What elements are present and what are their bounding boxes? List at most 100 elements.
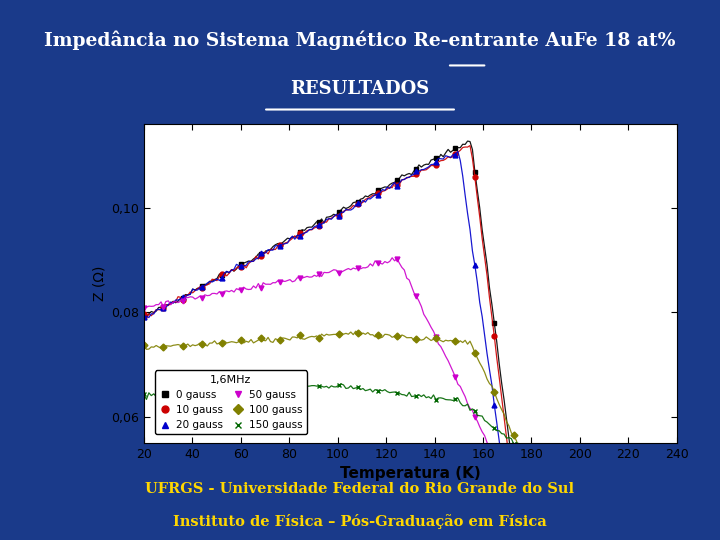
10 gauss xyxy=(549,459,557,465)
0 gauss xyxy=(665,462,674,468)
10 gauss xyxy=(588,461,596,468)
0 gauss xyxy=(276,241,284,248)
20 gauss xyxy=(217,275,226,281)
20 gauss xyxy=(159,305,168,311)
50 gauss xyxy=(529,456,538,462)
0 gauss xyxy=(471,168,480,175)
20 gauss xyxy=(490,402,499,408)
50 gauss xyxy=(451,374,460,380)
Line: 50 gauss: 50 gauss xyxy=(142,256,672,462)
50 gauss xyxy=(179,298,187,305)
50 gauss xyxy=(237,286,246,293)
20 gauss xyxy=(588,458,596,465)
100 gauss xyxy=(140,342,148,349)
10 gauss xyxy=(354,201,362,207)
100 gauss xyxy=(217,340,226,346)
150 gauss xyxy=(431,396,440,403)
100 gauss xyxy=(646,461,654,467)
0 gauss xyxy=(490,320,499,327)
100 gauss xyxy=(179,343,187,349)
20 gauss xyxy=(412,168,420,174)
100 gauss xyxy=(159,343,168,350)
150 gauss xyxy=(217,386,226,393)
Text: RESULTADOS: RESULTADOS xyxy=(290,80,430,98)
20 gauss xyxy=(276,243,284,249)
150 gauss xyxy=(140,392,148,398)
150 gauss xyxy=(237,388,246,394)
150 gauss xyxy=(295,383,304,389)
100 gauss xyxy=(198,341,207,348)
0 gauss xyxy=(198,283,207,289)
10 gauss xyxy=(529,462,538,468)
50 gauss xyxy=(510,454,518,460)
100 gauss xyxy=(588,461,596,468)
50 gauss xyxy=(334,270,343,276)
0 gauss xyxy=(431,154,440,161)
50 gauss xyxy=(471,414,480,420)
10 gauss xyxy=(607,462,616,469)
50 gauss xyxy=(490,454,499,461)
20 gauss xyxy=(237,263,246,269)
50 gauss xyxy=(412,293,420,300)
100 gauss xyxy=(568,461,577,467)
20 gauss xyxy=(549,463,557,469)
150 gauss xyxy=(646,464,654,471)
150 gauss xyxy=(276,386,284,393)
100 gauss xyxy=(451,338,460,344)
10 gauss xyxy=(315,222,323,229)
150 gauss xyxy=(510,441,518,448)
20 gauss xyxy=(256,250,265,256)
0 gauss xyxy=(529,462,538,468)
20 gauss xyxy=(354,200,362,207)
Line: 10 gauss: 10 gauss xyxy=(142,152,672,468)
0 gauss xyxy=(412,166,420,173)
20 gauss xyxy=(373,191,382,198)
10 gauss xyxy=(626,458,635,464)
20 gauss xyxy=(198,284,207,290)
20 gauss xyxy=(315,221,323,228)
Line: 100 gauss: 100 gauss xyxy=(142,331,672,467)
100 gauss xyxy=(237,337,246,343)
0 gauss xyxy=(237,260,246,267)
0 gauss xyxy=(354,199,362,205)
50 gauss xyxy=(646,454,654,461)
10 gauss xyxy=(217,271,226,277)
20 gauss xyxy=(568,460,577,467)
100 gauss xyxy=(315,335,323,341)
20 gauss xyxy=(510,460,518,467)
20 gauss xyxy=(140,314,148,320)
10 gauss xyxy=(646,459,654,465)
0 gauss xyxy=(588,461,596,467)
Y-axis label: Z (Ω): Z (Ω) xyxy=(93,266,107,301)
0 gauss xyxy=(315,219,323,226)
50 gauss xyxy=(256,285,265,292)
0 gauss xyxy=(451,145,460,151)
100 gauss xyxy=(431,335,440,342)
10 gauss xyxy=(256,253,265,260)
0 gauss xyxy=(217,272,226,279)
100 gauss xyxy=(412,335,420,342)
100 gauss xyxy=(607,461,616,467)
150 gauss xyxy=(451,396,460,402)
10 gauss xyxy=(431,161,440,168)
50 gauss xyxy=(315,271,323,278)
Text: Instituto de Física – Pós-Graduação em Física: Instituto de Física – Pós-Graduação em F… xyxy=(173,514,547,529)
50 gauss xyxy=(607,456,616,463)
50 gauss xyxy=(588,455,596,462)
150 gauss xyxy=(412,393,420,400)
Line: 20 gauss: 20 gauss xyxy=(142,152,672,468)
20 gauss xyxy=(529,460,538,466)
0 gauss xyxy=(373,187,382,193)
150 gauss xyxy=(529,452,538,458)
0 gauss xyxy=(334,209,343,215)
100 gauss xyxy=(490,388,499,395)
100 gauss xyxy=(626,461,635,468)
150 gauss xyxy=(198,387,207,394)
0 gauss xyxy=(295,228,304,235)
20 gauss xyxy=(334,213,343,220)
150 gauss xyxy=(626,467,635,473)
10 gauss xyxy=(140,311,148,318)
Legend: 0 gauss, 10 gauss, 20 gauss, 50 gauss, 100 gauss, 150 gauss: 0 gauss, 10 gauss, 20 gauss, 50 gauss, 1… xyxy=(155,370,307,434)
100 gauss xyxy=(295,332,304,339)
0 gauss xyxy=(159,304,168,310)
